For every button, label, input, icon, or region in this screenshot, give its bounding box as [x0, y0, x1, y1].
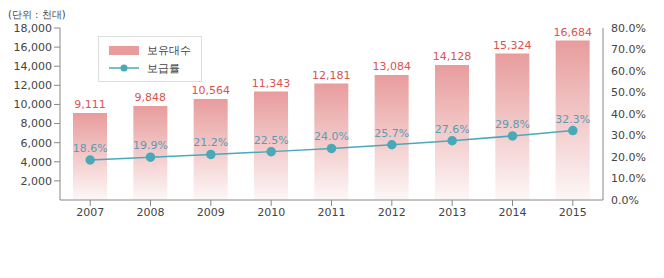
svg-text:0.0%: 0.0% — [611, 194, 639, 207]
svg-text:27.6%: 27.6% — [435, 123, 470, 136]
svg-text:70.0%: 70.0% — [611, 43, 646, 56]
svg-text:2011: 2011 — [318, 206, 346, 219]
svg-text:2010: 2010 — [257, 206, 285, 219]
html-text:보유대수: 보유대수 — [147, 43, 191, 57]
svg-text:9,848: 9,848 — [135, 91, 167, 104]
svg-text:21.2%: 21.2% — [193, 136, 228, 149]
svg-text:2,000: 2,000 — [21, 175, 53, 188]
svg-text:2007: 2007 — [76, 206, 104, 219]
svg-text:2008: 2008 — [137, 206, 165, 219]
svg-text:10,000: 10,000 — [14, 98, 53, 111]
svg-text:6,000: 6,000 — [21, 137, 53, 150]
svg-text:29.8%: 29.8% — [495, 118, 530, 131]
svg-text:13,084: 13,084 — [372, 60, 411, 73]
svg-text:50.0%: 50.0% — [611, 86, 646, 99]
svg-text:40.0%: 40.0% — [611, 108, 646, 121]
html-text:(단위 : 천대): (단위 : 천대) — [8, 9, 66, 20]
svg-text:10.0%: 10.0% — [611, 172, 646, 185]
svg-text:2012: 2012 — [378, 206, 406, 219]
svg-text:4,000: 4,000 — [21, 156, 53, 169]
svg-text:32.3%: 32.3% — [555, 113, 590, 126]
svg-text:8,000: 8,000 — [21, 117, 53, 130]
svg-text:22.5%: 22.5% — [254, 134, 289, 147]
svg-text:12,181: 12,181 — [312, 69, 351, 82]
svg-text:25.7%: 25.7% — [374, 127, 409, 140]
svg-text:10,564: 10,564 — [191, 84, 230, 97]
svg-text:80.0%: 80.0% — [611, 22, 646, 35]
html-text:보급률: 보급률 — [147, 61, 180, 75]
svg-text:30.0%: 30.0% — [611, 129, 646, 142]
svg-text:14,128: 14,128 — [433, 50, 472, 63]
svg-text:11,343: 11,343 — [252, 77, 291, 90]
svg-text:14,000: 14,000 — [14, 60, 53, 73]
svg-text:2014: 2014 — [499, 206, 527, 219]
svg-text:2013: 2013 — [438, 206, 466, 219]
svg-text:19.9%: 19.9% — [133, 139, 168, 152]
svg-text:16,000: 16,000 — [14, 41, 53, 54]
svg-text:60.0%: 60.0% — [611, 65, 646, 78]
svg-text:20.0%: 20.0% — [611, 151, 646, 164]
svg-text:9,111: 9,111 — [74, 98, 106, 111]
svg-text:2009: 2009 — [197, 206, 225, 219]
svg-text:15,324: 15,324 — [493, 39, 532, 52]
svg-text:18.6%: 18.6% — [73, 142, 108, 155]
svg-text:12,000: 12,000 — [14, 79, 53, 92]
svg-text:16,684: 16,684 — [553, 26, 592, 39]
svg-text:2015: 2015 — [559, 206, 587, 219]
svg-text:24.0%: 24.0% — [314, 130, 349, 143]
svg-text:18,000: 18,000 — [14, 22, 53, 35]
